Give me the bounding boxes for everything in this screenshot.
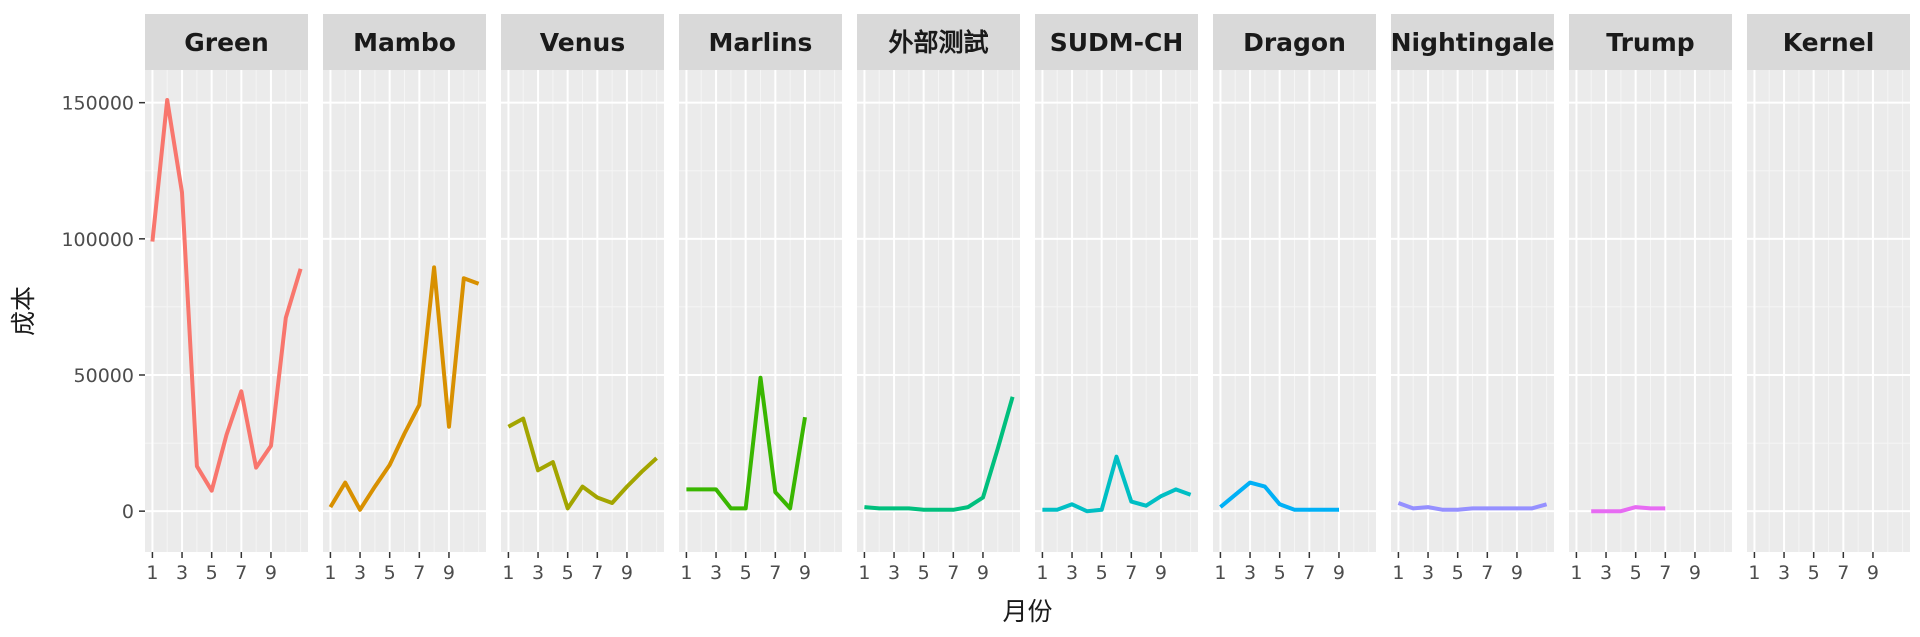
facet-strip <box>1391 14 1554 70</box>
x-tick-label: 1 <box>1392 562 1404 584</box>
series-line-- <box>864 396 1015 512</box>
facet-strip <box>857 14 1020 70</box>
facet-strip <box>501 14 664 70</box>
x-tick-label: 1 <box>1748 562 1760 584</box>
x-tick-label: 5 <box>562 562 574 584</box>
facet-strip-label: Kernel <box>1783 28 1875 57</box>
facet-strip-label: Dragon <box>1243 28 1346 57</box>
x-tick-label: 9 <box>977 562 989 584</box>
facet-strip-label: Green <box>184 28 269 57</box>
x-tick-label: 7 <box>1659 562 1671 584</box>
x-tick-label: 1 <box>1570 562 1582 584</box>
x-tick-label: 5 <box>1274 562 1286 584</box>
facet-kernel: Kernel 1 3 5 7 9 <box>1747 14 1910 584</box>
x-tick-label: 5 <box>918 562 930 584</box>
x-tick-label: 3 <box>1422 562 1434 584</box>
facet-green: Green 1 3 5 7 9 <box>145 14 308 584</box>
facet-strip <box>679 14 842 70</box>
facet-strip-label: 外部测試 <box>888 28 988 57</box>
x-tick-label: 9 <box>621 562 633 584</box>
x-tick-label: 1 <box>146 562 158 584</box>
x-tick-label: 1 <box>1036 562 1048 584</box>
x-tick-label: 9 <box>1867 562 1879 584</box>
facet-venus: Venus 1 3 5 7 9 <box>501 14 664 584</box>
x-tick-label: 3 <box>354 562 366 584</box>
facet-strip-label: Marlins <box>709 28 813 57</box>
x-tick-label: 7 <box>1837 562 1849 584</box>
y-tick-label: 100000 <box>61 229 134 251</box>
x-tick-label: 3 <box>1778 562 1790 584</box>
facet-strip-label: Mambo <box>353 28 456 57</box>
x-tick-label: 7 <box>1481 562 1493 584</box>
facet--: 外部测試 1 3 5 7 9 <box>857 14 1020 584</box>
facet-marlins: Marlins 1 3 5 7 9 <box>679 14 842 584</box>
x-tick-label: 5 <box>384 562 396 584</box>
facet-strip <box>145 14 308 70</box>
x-tick-label: 5 <box>740 562 752 584</box>
x-tick-label: 1 <box>680 562 692 584</box>
x-tick-label: 3 <box>1244 562 1256 584</box>
x-tick-label: 9 <box>1511 562 1523 584</box>
x-tick-label: 9 <box>1155 562 1167 584</box>
y-tick-label: 50000 <box>74 365 134 387</box>
x-tick-label: 5 <box>1808 562 1820 584</box>
y-tick-label: 150000 <box>61 93 134 115</box>
x-tick-label: 3 <box>1600 562 1612 584</box>
facet-strip-label: SUDM-CH <box>1050 28 1184 57</box>
facet-strip-label: Venus <box>540 28 625 57</box>
facet-strip <box>323 14 486 70</box>
x-tick-label: 3 <box>532 562 544 584</box>
x-tick-label: 9 <box>265 562 277 584</box>
y-axis: 0 50000 100000 150000 <box>61 93 145 523</box>
facet-strip-label: Nightingale <box>1391 28 1555 57</box>
facet-strip <box>1213 14 1376 70</box>
facet-strip-label: Trump <box>1606 28 1694 57</box>
x-tick-label: 9 <box>1689 562 1701 584</box>
facet-trump: Trump 1 3 5 7 9 <box>1569 14 1732 584</box>
facet-strip <box>1569 14 1732 70</box>
series-line-dragon <box>1219 480 1339 512</box>
series-line-nightingale <box>1397 501 1548 512</box>
series-line-trump <box>1591 505 1666 514</box>
x-tick-label: 3 <box>888 562 900 584</box>
series-line-marlins <box>686 375 807 511</box>
x-tick-label: 9 <box>799 562 811 584</box>
x-tick-label: 7 <box>947 562 959 584</box>
x-tick-label: 7 <box>591 562 603 584</box>
x-tick-label: 5 <box>1630 562 1642 584</box>
x-tick-label: 7 <box>769 562 781 584</box>
x-tick-label: 5 <box>1096 562 1108 584</box>
x-tick-label: 1 <box>858 562 870 584</box>
facet-nightingale: Nightingale 1 3 5 7 9 <box>1391 14 1555 584</box>
series-line-sudm-ch <box>1042 454 1192 514</box>
x-tick-label: 1 <box>324 562 336 584</box>
x-tick-label: 9 <box>443 562 455 584</box>
facet-sudm-ch: SUDM-CH 1 3 5 7 9 <box>1035 14 1198 584</box>
x-tick-label: 1 <box>1214 562 1226 584</box>
x-tick-label: 7 <box>1303 562 1315 584</box>
y-tick-label: 0 <box>122 501 134 523</box>
facet-strip <box>1035 14 1198 70</box>
facet-strip <box>1747 14 1910 70</box>
x-tick-label: 5 <box>1452 562 1464 584</box>
x-tick-label: 1 <box>502 562 514 584</box>
x-tick-label: 9 <box>1333 562 1345 584</box>
x-tick-label: 3 <box>1066 562 1078 584</box>
series-line-green <box>150 98 303 493</box>
x-tick-label: 7 <box>235 562 247 584</box>
y-axis-title: 成本 <box>9 286 38 336</box>
x-axis-title: 月份 <box>1002 597 1052 626</box>
x-tick-label: 5 <box>206 562 218 584</box>
facet-mambo: Mambo 1 3 5 7 9 <box>323 14 486 584</box>
x-tick-label: 7 <box>413 562 425 584</box>
x-tick-label: 7 <box>1125 562 1137 584</box>
facet-dragon: Dragon 1 3 5 7 9 <box>1213 14 1376 584</box>
series-line-venus <box>507 416 658 511</box>
series-line-mambo <box>328 265 480 512</box>
x-tick-label: 3 <box>176 562 188 584</box>
x-tick-label: 3 <box>710 562 722 584</box>
